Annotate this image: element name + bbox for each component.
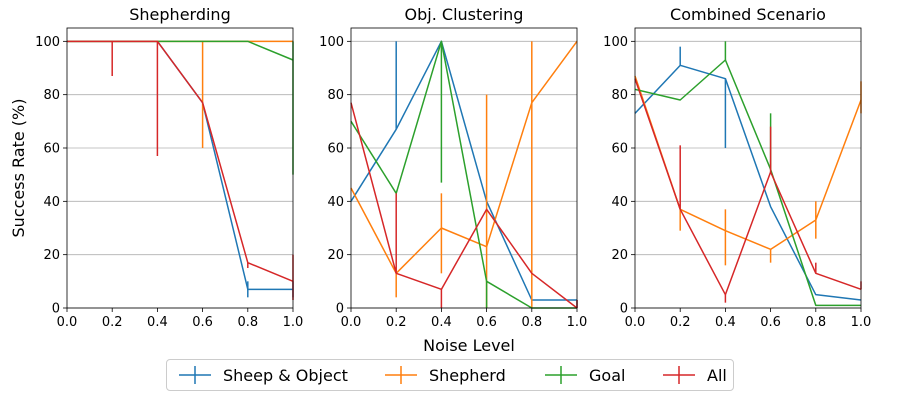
panel-2-ytick-label-100: 100 — [319, 35, 344, 50]
panel-3-frame — [634, 27, 862, 309]
legend-item-sheep-object: Sheep & Object — [177, 360, 348, 390]
panel-3-xtick-label-0.8: 0.8 — [805, 315, 826, 330]
panel-2-xtick-label-0.4: 0.4 — [431, 315, 452, 330]
panel-2-line-sheep-object — [350, 40, 577, 301]
panel-3-xtick-label-0.6: 0.6 — [760, 315, 781, 330]
panel-1-xtick-label-0.6: 0.6 — [192, 315, 213, 330]
panel-1-frame — [66, 27, 294, 309]
legend-item-all: All — [661, 360, 727, 390]
panel-1-line-goal — [67, 40, 294, 61]
panel-2-ytick-label-80: 80 — [327, 88, 344, 103]
panel-3-ytick-label-80: 80 — [611, 88, 628, 103]
panel-1-xtick-label-0.2: 0.2 — [102, 315, 123, 330]
panel-3-line-shepherd — [634, 75, 862, 251]
panel-2-xtick-label-1.0: 1.0 — [567, 315, 588, 330]
panel-1-line-all — [67, 40, 294, 283]
panel-3-xtick-label-0.2: 0.2 — [670, 315, 691, 330]
panel-1-title: Shepherding — [129, 5, 230, 24]
panel-1-ytick-label-100: 100 — [35, 35, 60, 50]
panel-3-line-goal — [634, 59, 861, 307]
panel-1-xtick-label-0.4: 0.4 — [147, 315, 168, 330]
panel-2-xtick-label-0.6: 0.6 — [476, 315, 497, 330]
panel-3-line-sheep-object — [634, 64, 862, 301]
panel-2-xtick-label-0.2: 0.2 — [386, 315, 407, 330]
panel-3-ytick-label-60: 60 — [611, 142, 628, 157]
panel-2-line-goal — [350, 40, 577, 309]
panel-1-ytick-label-20: 20 — [43, 248, 60, 263]
panel-3-xtick-label-1.0: 1.0 — [851, 315, 872, 330]
panel-3-xtick-label-0.0: 0.0 — [625, 315, 646, 330]
panel-1-ytick-label-40: 40 — [43, 195, 60, 210]
panel-3-ytick-label-40: 40 — [611, 195, 628, 210]
legend-swatch-goal — [545, 366, 577, 384]
panel-3-title: Combined Scenario — [670, 5, 826, 24]
panel-2-frame — [350, 27, 578, 309]
panel-1-ytick-label-0: 0 — [52, 302, 60, 317]
legend: Sheep & Object Shepherd Goal All — [166, 359, 734, 391]
panel-2-ytick-label-0: 0 — [336, 302, 344, 317]
legend-swatch-shepherd — [385, 366, 417, 384]
panel-2-line-all — [350, 102, 578, 309]
x-axis-label: Noise Level — [423, 336, 515, 355]
panel-3-xtick-label-0.4: 0.4 — [715, 315, 736, 330]
panel-2-ytick-label-40: 40 — [327, 195, 344, 210]
panel-1-ytick-label-80: 80 — [43, 88, 60, 103]
legend-item-shepherd: Shepherd — [383, 360, 506, 390]
legend-label-sheep-object: Sheep & Object — [223, 365, 348, 385]
panel-1-xtick-label-0.8: 0.8 — [237, 315, 258, 330]
panel-2-ytick-label-60: 60 — [327, 142, 344, 157]
panel-1-xtick-label-1.0: 1.0 — [283, 315, 304, 330]
legend-swatch-all — [663, 366, 695, 384]
panel-3-ytick-label-0: 0 — [620, 302, 628, 317]
legend-label-all: All — [707, 365, 727, 385]
legend-swatch-sheep-object — [179, 366, 211, 384]
legend-label-shepherd: Shepherd — [429, 365, 506, 385]
panel-3-ytick-label-20: 20 — [611, 248, 628, 263]
y-axis-label: Success Rate (%) — [9, 99, 28, 238]
panel-1-ytick-label-60: 60 — [43, 142, 60, 157]
panel-2-xtick-label-0.8: 0.8 — [521, 315, 542, 330]
panel-2-ytick-label-20: 20 — [327, 248, 344, 263]
panel-2-title: Obj. Clustering — [405, 5, 524, 24]
panel-2-xtick-label-0.0: 0.0 — [341, 315, 362, 330]
legend-label-goal: Goal — [589, 365, 626, 385]
legend-item-goal: Goal — [543, 360, 625, 390]
panel-3-line-all — [634, 78, 862, 296]
panel-3-ytick-label-100: 100 — [603, 35, 628, 50]
panel-1-xtick-label-0.0: 0.0 — [57, 315, 78, 330]
panel-1-line-sheep-object — [67, 40, 293, 291]
panel-2-line-shepherd — [350, 40, 578, 275]
